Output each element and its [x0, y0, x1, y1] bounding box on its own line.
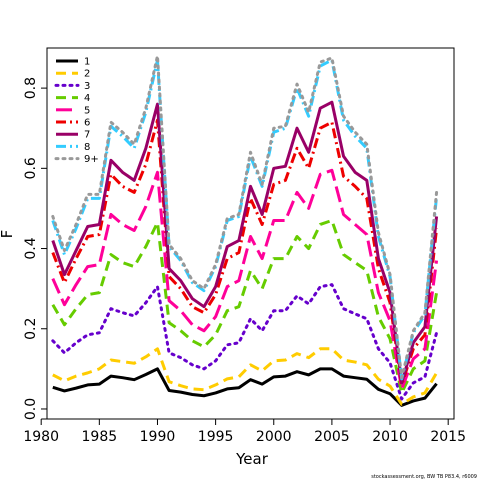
legend-label: 3 [84, 81, 90, 92]
y-axis: 0.0 0.2 0.4 0.6 0.8 [23, 77, 48, 420]
series-line-2 [52, 347, 438, 406]
x-tick-label: 1995 [198, 429, 234, 445]
series-line-1 [52, 367, 438, 407]
x-tick-label: 2005 [314, 429, 350, 445]
x-axis: 1980 1985 1990 1995 2000 2005 2010 2015 [23, 418, 466, 445]
x-tick-label: 1985 [82, 429, 118, 445]
x-axis-title: Year [235, 450, 269, 468]
legend-label: 2 [84, 69, 90, 80]
x-tick-label: 1990 [140, 429, 176, 445]
y-tick-label: 0.6 [23, 157, 39, 179]
legend-label: 8 [84, 142, 90, 153]
y-tick-label: 0.2 [23, 318, 39, 340]
x-tick-label: 2010 [372, 429, 408, 445]
legend-label: 5 [84, 105, 90, 116]
y-tick-label: 0.8 [23, 77, 39, 99]
series-line-6 [51, 118, 439, 387]
legend-label: 9+ [84, 154, 99, 165]
series-line-4 [51, 218, 439, 395]
series-line-3 [51, 283, 439, 401]
y-tick-label: 0.4 [23, 237, 39, 259]
legend-label: 1 [84, 57, 90, 68]
series-lines [51, 54, 439, 407]
series-line-9plus [51, 54, 439, 380]
footnote: stockassessment.org, BW TB P83.4, r6009 [371, 474, 477, 480]
series-line-5 [51, 168, 439, 391]
legend-label: 4 [84, 93, 90, 104]
legend-label: 6 [84, 118, 90, 129]
x-tick-label: 1980 [23, 429, 59, 445]
legend-label: 7 [84, 130, 90, 141]
x-tick-label: 2015 [430, 429, 466, 445]
x-tick-label: 2000 [256, 429, 292, 445]
series-line-7 [51, 100, 439, 385]
y-axis-title: F [0, 230, 16, 239]
y-tick-label: 0.0 [23, 398, 39, 420]
